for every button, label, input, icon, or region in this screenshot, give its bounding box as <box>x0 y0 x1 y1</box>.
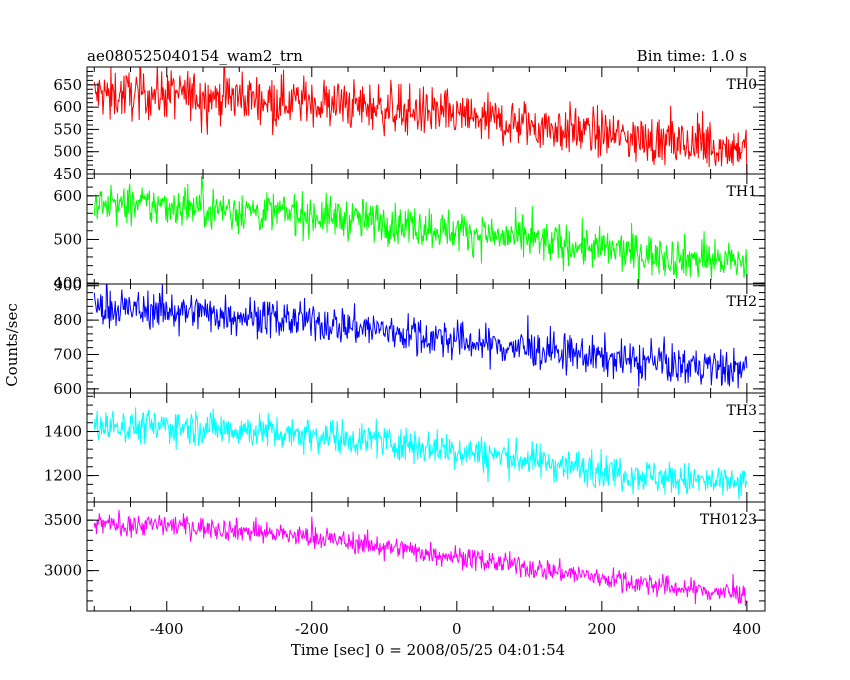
panel-th3-ytick-label: 1400 <box>44 423 82 441</box>
panel-th2-ytick-label: 800 <box>53 311 82 329</box>
series-th0123-line <box>93 509 748 607</box>
panel-th3-label: TH3 <box>727 403 757 419</box>
panel-th1-ytick-label: 400 <box>53 274 82 292</box>
panel-th2-ytick-label: 900 <box>53 277 82 295</box>
panel-th0-ytick-label: 450 <box>53 165 82 183</box>
panel-th2-label: TH2 <box>727 294 757 310</box>
bin-time-label: Bin time: 1.0 s <box>637 47 747 65</box>
panel-th0123-ytick-label: 3500 <box>44 511 82 529</box>
series-th3-line <box>93 407 748 500</box>
panel-th0123-frame <box>86 501 766 612</box>
series-th1-line <box>93 176 748 284</box>
xtick-label: 200 <box>588 620 617 638</box>
panel-th1-ytick-label: 500 <box>53 230 82 248</box>
chart-title: ae080525040154_wam2_trn <box>87 47 303 65</box>
panel-th0123-label: TH0123 <box>700 512 757 528</box>
panel-th2-ytick-label: 600 <box>53 380 82 398</box>
panel-th0-ytick-label: 650 <box>53 76 82 94</box>
x-axis-title: Time [sec] 0 = 2008/05/25 04:01:54 <box>291 641 565 659</box>
xtick-label: 0 <box>452 620 462 638</box>
panel-th0-ytick-label: 500 <box>53 143 82 161</box>
panel-th0-ytick-label: 600 <box>53 98 82 116</box>
panel-th1-label: TH1 <box>727 184 757 200</box>
y-axis-title: Counts/sec <box>3 303 21 387</box>
panel-th1-ytick-label: 600 <box>53 187 82 205</box>
panel-th0-label: TH0 <box>727 77 757 93</box>
panel-th3-ytick-label: 1200 <box>44 467 82 485</box>
series-th0-line <box>93 67 748 174</box>
xtick-label: 400 <box>733 620 762 638</box>
xtick-label: -400 <box>150 620 184 638</box>
panel-th0-frame <box>86 66 766 175</box>
xtick-label: -200 <box>295 620 329 638</box>
panel-th2-ytick-label: 700 <box>53 345 82 363</box>
panels-group: 450 500 550 600 650 TH0 400 500 600 TH1 600 700 800 9… <box>44 66 766 638</box>
panel-th0123-ytick-label: 3000 <box>44 562 82 580</box>
series-th2-line <box>93 284 748 389</box>
panel-th0-ytick-label: 550 <box>53 120 82 138</box>
